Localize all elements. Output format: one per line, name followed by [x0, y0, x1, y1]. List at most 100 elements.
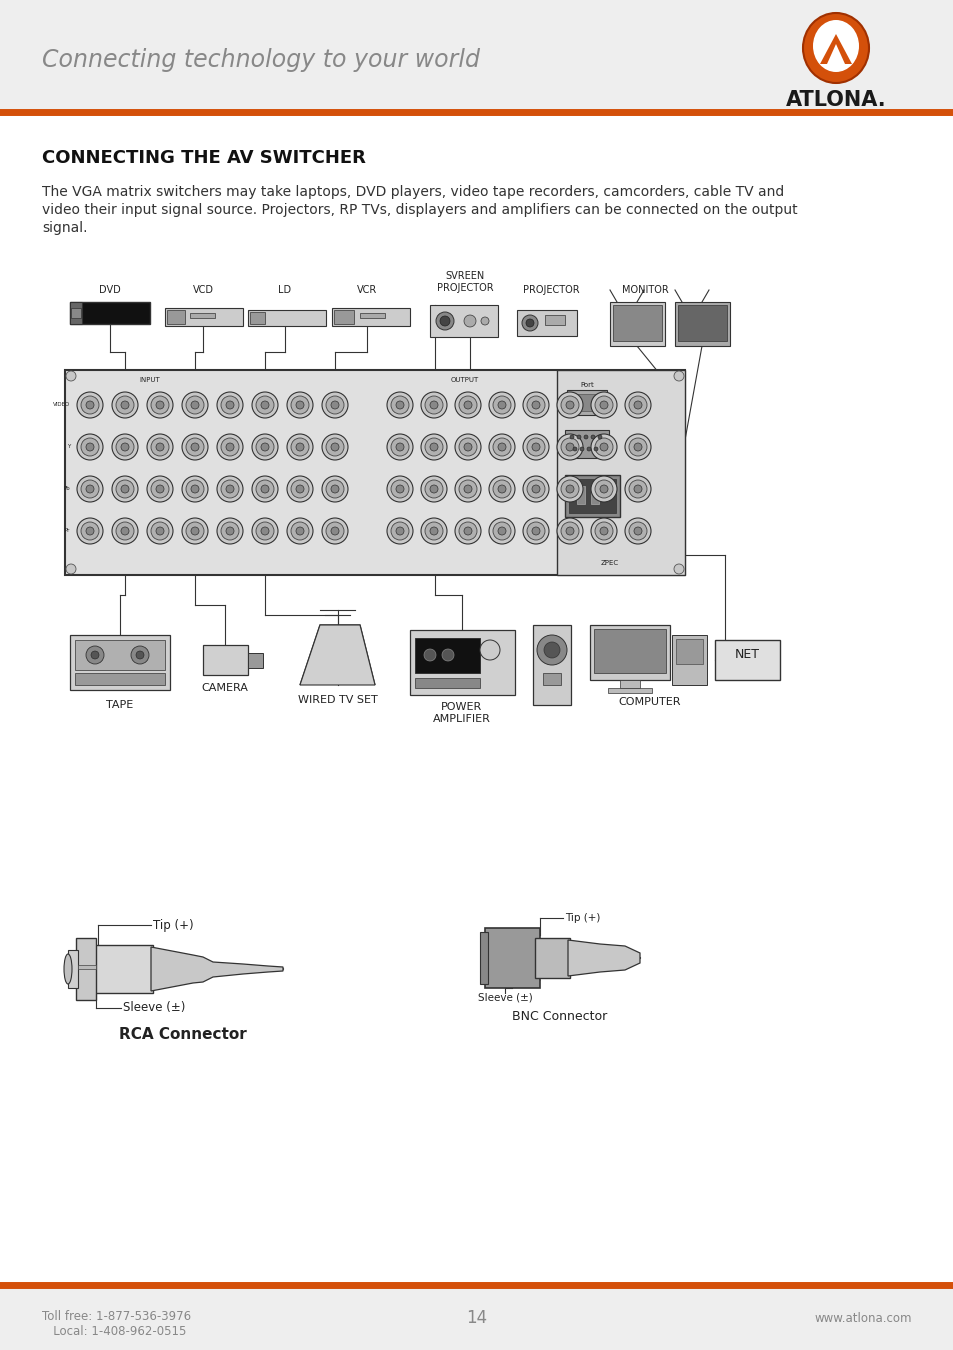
Circle shape [81, 522, 99, 540]
Text: VCR: VCR [356, 285, 376, 296]
Bar [535, 938, 569, 977]
Circle shape [191, 526, 199, 535]
Circle shape [112, 477, 138, 502]
Bar [92, 945, 152, 994]
Circle shape [424, 481, 442, 498]
Bar [190, 313, 214, 319]
Circle shape [387, 433, 413, 460]
Circle shape [391, 481, 409, 498]
Circle shape [295, 526, 304, 535]
Circle shape [255, 481, 274, 498]
Circle shape [634, 526, 641, 535]
Bar [75, 640, 165, 670]
Circle shape [522, 392, 548, 418]
Bar [250, 312, 265, 324]
Circle shape [463, 526, 472, 535]
Circle shape [77, 392, 103, 418]
Circle shape [261, 485, 269, 493]
Text: MONITOR: MONITOR [621, 285, 668, 296]
Circle shape [565, 401, 574, 409]
Circle shape [291, 522, 309, 540]
Circle shape [430, 485, 437, 493]
Circle shape [420, 477, 447, 502]
Text: NET: NET [734, 648, 759, 662]
Circle shape [216, 433, 243, 460]
Text: Local: 1-408-962-0515: Local: 1-408-962-0515 [42, 1324, 186, 1338]
Circle shape [191, 485, 199, 493]
Bar [544, 315, 564, 325]
Circle shape [77, 518, 103, 544]
Circle shape [387, 477, 413, 502]
Circle shape [112, 518, 138, 544]
Bar [594, 629, 665, 674]
Text: BNC Connector: BNC Connector [512, 1010, 607, 1023]
Circle shape [156, 401, 164, 409]
Circle shape [226, 485, 233, 493]
Circle shape [326, 522, 344, 540]
Circle shape [430, 526, 437, 535]
Text: LD: LD [278, 285, 292, 296]
Text: INPUT: INPUT [139, 377, 160, 383]
Circle shape [436, 312, 454, 329]
Circle shape [590, 518, 617, 544]
Bar [671, 634, 706, 684]
Circle shape [424, 522, 442, 540]
Circle shape [287, 433, 313, 460]
Text: ATLONA.: ATLONA. [785, 90, 885, 109]
Circle shape [479, 640, 499, 660]
Text: OUTPUT: OUTPUT [451, 377, 478, 383]
Circle shape [455, 477, 480, 502]
Circle shape [147, 392, 172, 418]
Circle shape [590, 392, 617, 418]
Bar [589, 625, 669, 680]
Circle shape [182, 477, 208, 502]
Circle shape [391, 396, 409, 414]
Circle shape [287, 477, 313, 502]
Bar [78, 965, 96, 969]
Circle shape [624, 433, 650, 460]
Bar [248, 310, 326, 325]
Bar [359, 313, 385, 319]
Bar [415, 639, 479, 674]
Circle shape [326, 396, 344, 414]
Circle shape [216, 518, 243, 544]
Circle shape [295, 485, 304, 493]
Circle shape [590, 433, 617, 460]
Bar [415, 678, 479, 688]
Circle shape [151, 437, 169, 456]
Text: The VGA matrix switchers may take laptops, DVD players, video tape recorders, ca: The VGA matrix switchers may take laptop… [42, 185, 783, 198]
Circle shape [147, 433, 172, 460]
Text: www.atlona.com: www.atlona.com [814, 1311, 911, 1324]
Text: Y: Y [67, 444, 70, 450]
Circle shape [295, 401, 304, 409]
Circle shape [252, 392, 277, 418]
Circle shape [322, 477, 348, 502]
Circle shape [599, 401, 607, 409]
Circle shape [628, 437, 646, 456]
Circle shape [186, 437, 204, 456]
Circle shape [463, 315, 476, 327]
Circle shape [526, 396, 544, 414]
Bar [714, 640, 780, 680]
Circle shape [226, 526, 233, 535]
Circle shape [221, 481, 239, 498]
Circle shape [430, 401, 437, 409]
Circle shape [186, 522, 204, 540]
Circle shape [557, 433, 582, 460]
Text: 14: 14 [466, 1310, 487, 1327]
Circle shape [525, 319, 534, 327]
Text: video their input signal source. Projectors, RP TVs, displayers and amplifiers c: video their input signal source. Project… [42, 202, 797, 217]
Circle shape [395, 526, 403, 535]
Bar [203, 645, 248, 675]
Text: Pb: Pb [63, 486, 70, 491]
Circle shape [493, 396, 511, 414]
Bar [75, 674, 165, 684]
Circle shape [156, 526, 164, 535]
Bar [577, 486, 584, 504]
Text: signal.: signal. [42, 221, 88, 235]
Circle shape [598, 435, 601, 439]
Circle shape [326, 437, 344, 456]
Bar [0, 0, 953, 109]
Circle shape [252, 433, 277, 460]
Circle shape [116, 481, 133, 498]
